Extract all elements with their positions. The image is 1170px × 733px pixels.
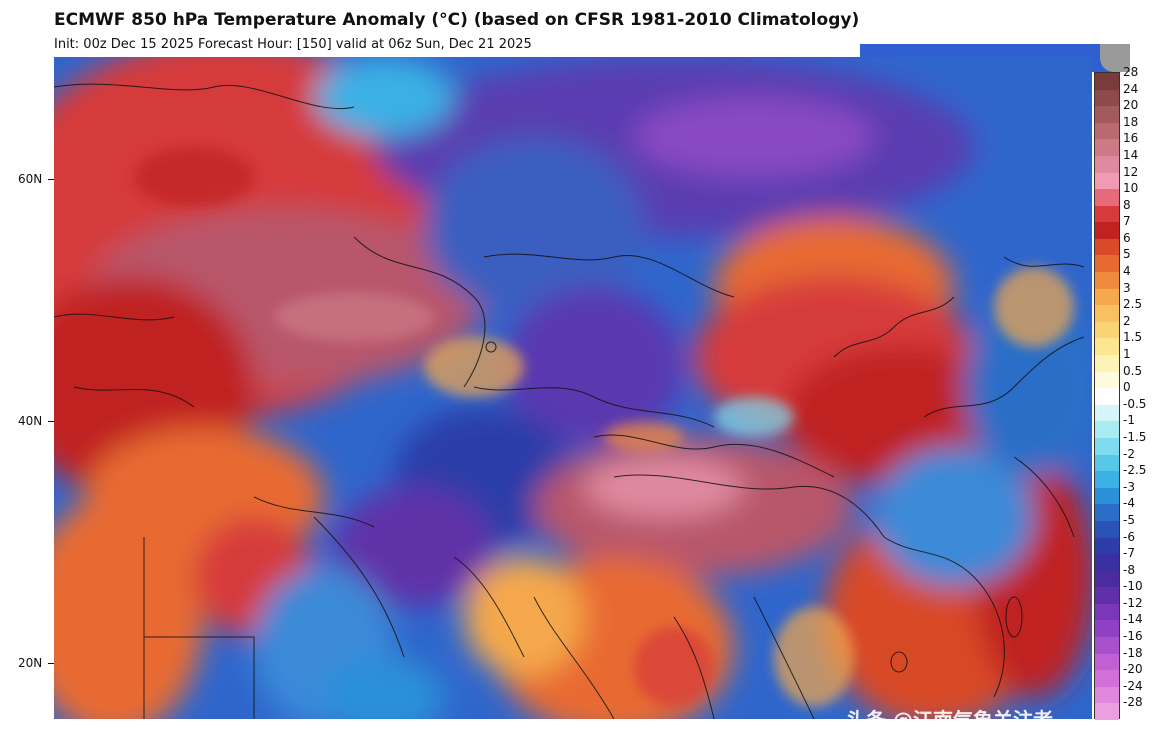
- colorbar-label: 5: [1123, 247, 1131, 262]
- colorbar-swatch: [1095, 122, 1119, 140]
- lat-label-60n: 60N: [18, 172, 43, 186]
- colorbar-swatch: [1095, 504, 1119, 522]
- colorbar-label: 10: [1123, 181, 1139, 196]
- colorbar-label: 28: [1123, 65, 1139, 79]
- colorbar-swatch: [1095, 238, 1119, 256]
- colorbar-swatch: [1095, 570, 1119, 588]
- colorbar-swatch: [1095, 703, 1119, 721]
- colorbar-swatch: [1095, 487, 1119, 505]
- colorbar-label: -3: [1123, 479, 1135, 494]
- colorbar-swatch: [1095, 73, 1119, 91]
- colorbar-swatch: [1095, 305, 1119, 323]
- colorbar-label: 2: [1123, 313, 1131, 328]
- colorbar-label: 20: [1123, 98, 1139, 113]
- colorbar-label: -1: [1123, 413, 1135, 428]
- map-title: ECMWF 850 hPa Temperature Anomaly (°C) (…: [54, 10, 860, 30]
- colorbar-label: -1.5: [1123, 429, 1147, 444]
- colorbar-swatch: [1095, 355, 1119, 373]
- colorbar-swatch: [1095, 637, 1119, 655]
- colorbar-swatch: [1095, 587, 1119, 605]
- colorbar-label: 12: [1123, 164, 1139, 179]
- colorbar-swatch: [1095, 520, 1119, 538]
- colorbar-swatch: [1095, 388, 1119, 406]
- colorbar-swatch: [1095, 222, 1119, 240]
- colorbar-swatch: [1095, 421, 1119, 439]
- colorbar-swatch: [1095, 155, 1119, 174]
- colorbar-label: 0.5: [1123, 363, 1143, 378]
- colorbar-label: 16: [1123, 131, 1139, 146]
- colorbar-label: -28: [1123, 695, 1143, 710]
- colorbar-swatch: [1095, 454, 1119, 472]
- colorbar: [1094, 72, 1120, 721]
- colorbar-swatch: [1095, 537, 1119, 555]
- anomaly-map-svg: [54, 57, 1092, 719]
- colorbar-swatch: [1095, 288, 1119, 306]
- colorbar-label: 8: [1123, 197, 1131, 212]
- colorbar-swatch: [1095, 255, 1119, 273]
- colorbar-swatch: [1095, 338, 1119, 356]
- colorbar-label: 1.5: [1123, 330, 1143, 345]
- colorbar-label: 0: [1123, 380, 1131, 395]
- colorbar-swatch: [1095, 89, 1119, 107]
- colorbar-label: -16: [1123, 629, 1143, 644]
- colorbar-swatch: [1095, 139, 1119, 157]
- colorbar-swatch: [1095, 371, 1119, 389]
- colorbar-label: -8: [1123, 562, 1135, 577]
- map-corner-cap: [1100, 44, 1130, 72]
- colorbar-label: 4: [1123, 264, 1131, 279]
- map-subtitle: Init: 00z Dec 15 2025 Forecast Hour: [15…: [54, 37, 532, 52]
- colorbar-swatch: [1095, 620, 1119, 638]
- colorbar-label: -14: [1123, 612, 1143, 627]
- colorbar-label: -4: [1123, 496, 1135, 511]
- colorbar-label: -0.5: [1123, 396, 1147, 411]
- colorbar-label: -7: [1123, 546, 1135, 561]
- lat-label-40n: 40N: [18, 414, 43, 428]
- lat-tick-60n: [48, 179, 54, 180]
- colorbar-swatch: [1095, 189, 1119, 207]
- colorbar-label: -20: [1123, 662, 1143, 677]
- colorbar-swatch: [1095, 670, 1119, 688]
- colorbar-swatch: [1095, 272, 1119, 290]
- colorbar-swatch: [1095, 172, 1119, 190]
- colorbar-label: -12: [1123, 595, 1143, 610]
- colorbar-swatch: [1095, 321, 1119, 339]
- colorbar-swatch: [1095, 603, 1119, 621]
- anomaly-detail: [134, 147, 1074, 707]
- colorbar-label: -2: [1123, 446, 1135, 461]
- colorbar-label: 6: [1123, 230, 1131, 245]
- lat-tick-20n: [48, 663, 54, 664]
- colorbar-swatch: [1095, 653, 1119, 671]
- anomaly-map: [54, 57, 1092, 719]
- colorbar-label: 24: [1123, 81, 1139, 96]
- colorbar-swatch: [1095, 106, 1119, 124]
- map-borders: [54, 83, 1085, 719]
- colorbar-label: -18: [1123, 645, 1143, 660]
- colorbar-label: 14: [1123, 147, 1139, 162]
- colorbar-label: 7: [1123, 214, 1131, 229]
- colorbar-label: 3: [1123, 280, 1131, 295]
- colorbar-label: -2.5: [1123, 463, 1147, 478]
- colorbar-label: 18: [1123, 114, 1139, 129]
- colorbar-swatch: [1095, 471, 1119, 489]
- colorbar-swatch: [1095, 404, 1119, 422]
- colorbar-label: -24: [1123, 678, 1143, 693]
- colorbar-label: -5: [1123, 512, 1135, 527]
- lat-tick-40n: [48, 421, 54, 422]
- colorbar-label: 1: [1123, 347, 1131, 362]
- colorbar-swatch: [1095, 554, 1119, 572]
- colorbar-swatch: [1095, 205, 1119, 223]
- colorbar-label: 2.5: [1123, 297, 1143, 312]
- lat-label-20n: 20N: [18, 656, 43, 670]
- colorbar-label: -10: [1123, 579, 1143, 594]
- colorbar-swatch: [1095, 686, 1119, 704]
- colorbar-swatch: [1095, 437, 1119, 456]
- colorbar-label: -6: [1123, 529, 1135, 544]
